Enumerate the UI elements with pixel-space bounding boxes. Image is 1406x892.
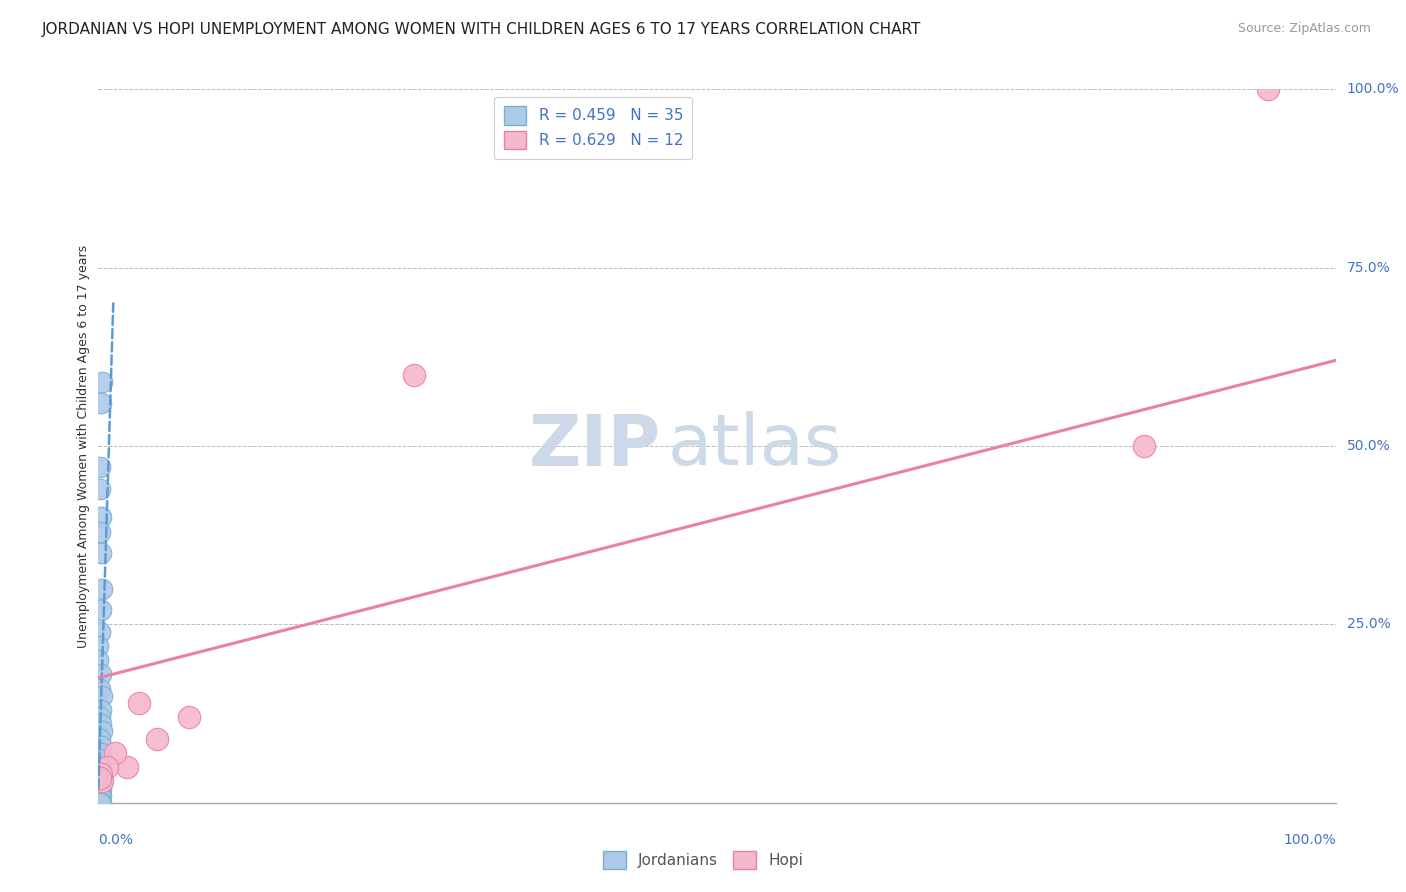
Text: JORDANIAN VS HOPI UNEMPLOYMENT AMONG WOMEN WITH CHILDREN AGES 6 TO 17 YEARS CORR: JORDANIAN VS HOPI UNEMPLOYMENT AMONG WOM… (42, 22, 921, 37)
Point (90, 717, 112, 731)
Point (96, 760, 118, 774)
Text: ZIP: ZIP (529, 411, 661, 481)
Point (90, 760, 112, 774)
Point (87, 639, 110, 653)
Point (91, 724, 114, 739)
Point (90, 396, 112, 410)
Point (89, 789, 111, 803)
Point (89, 524, 111, 539)
Text: 100.0%: 100.0% (1347, 82, 1399, 96)
Point (91, 689, 114, 703)
Point (89, 731, 111, 746)
Point (87, 653, 110, 667)
Point (89, 774, 111, 789)
Point (90, 789, 112, 803)
Text: 75.0%: 75.0% (1347, 260, 1391, 275)
Legend: R = 0.459   N = 35, R = 0.629   N = 12: R = 0.459 N = 35, R = 0.629 N = 12 (495, 97, 692, 159)
Point (89, 482, 111, 496)
Point (90, 703, 112, 717)
Point (90, 739, 112, 753)
Text: 25.0%: 25.0% (1347, 617, 1391, 632)
Point (89, 760, 111, 774)
Point (91, 774, 114, 789)
Point (91, 753, 114, 767)
Point (89, 746, 111, 760)
Text: 50.0%: 50.0% (1347, 439, 1391, 453)
Point (90, 603, 112, 617)
Point (177, 710, 200, 724)
Point (89, 710, 111, 724)
Point (1133, 439, 1156, 453)
Point (1257, 82, 1279, 96)
Point (91, 375, 114, 389)
Point (89, 681, 111, 696)
Point (91, 774, 114, 789)
Point (89, 781, 111, 796)
Point (90, 746, 112, 760)
Point (145, 731, 167, 746)
Text: 0.0%: 0.0% (98, 833, 134, 847)
Text: 100.0%: 100.0% (1284, 833, 1336, 847)
Y-axis label: Unemployment Among Women with Children Ages 6 to 17 years: Unemployment Among Women with Children A… (77, 244, 90, 648)
Point (90, 510, 112, 524)
Point (90, 767, 112, 781)
Point (128, 696, 150, 710)
Text: Source: ZipAtlas.com: Source: ZipAtlas.com (1237, 22, 1371, 36)
Point (89, 796, 111, 810)
Point (90, 767, 112, 781)
Legend: Jordanians, Hopi: Jordanians, Hopi (596, 845, 810, 875)
Point (90, 667, 112, 681)
Point (115, 760, 138, 774)
Point (89, 624, 111, 639)
Point (89, 771, 111, 785)
Point (90, 781, 112, 796)
Point (90, 546, 112, 560)
Point (402, 368, 425, 382)
Point (90, 796, 112, 810)
Text: atlas: atlas (668, 411, 842, 481)
Point (91, 582, 114, 596)
Point (89, 460, 111, 475)
Point (103, 746, 125, 760)
